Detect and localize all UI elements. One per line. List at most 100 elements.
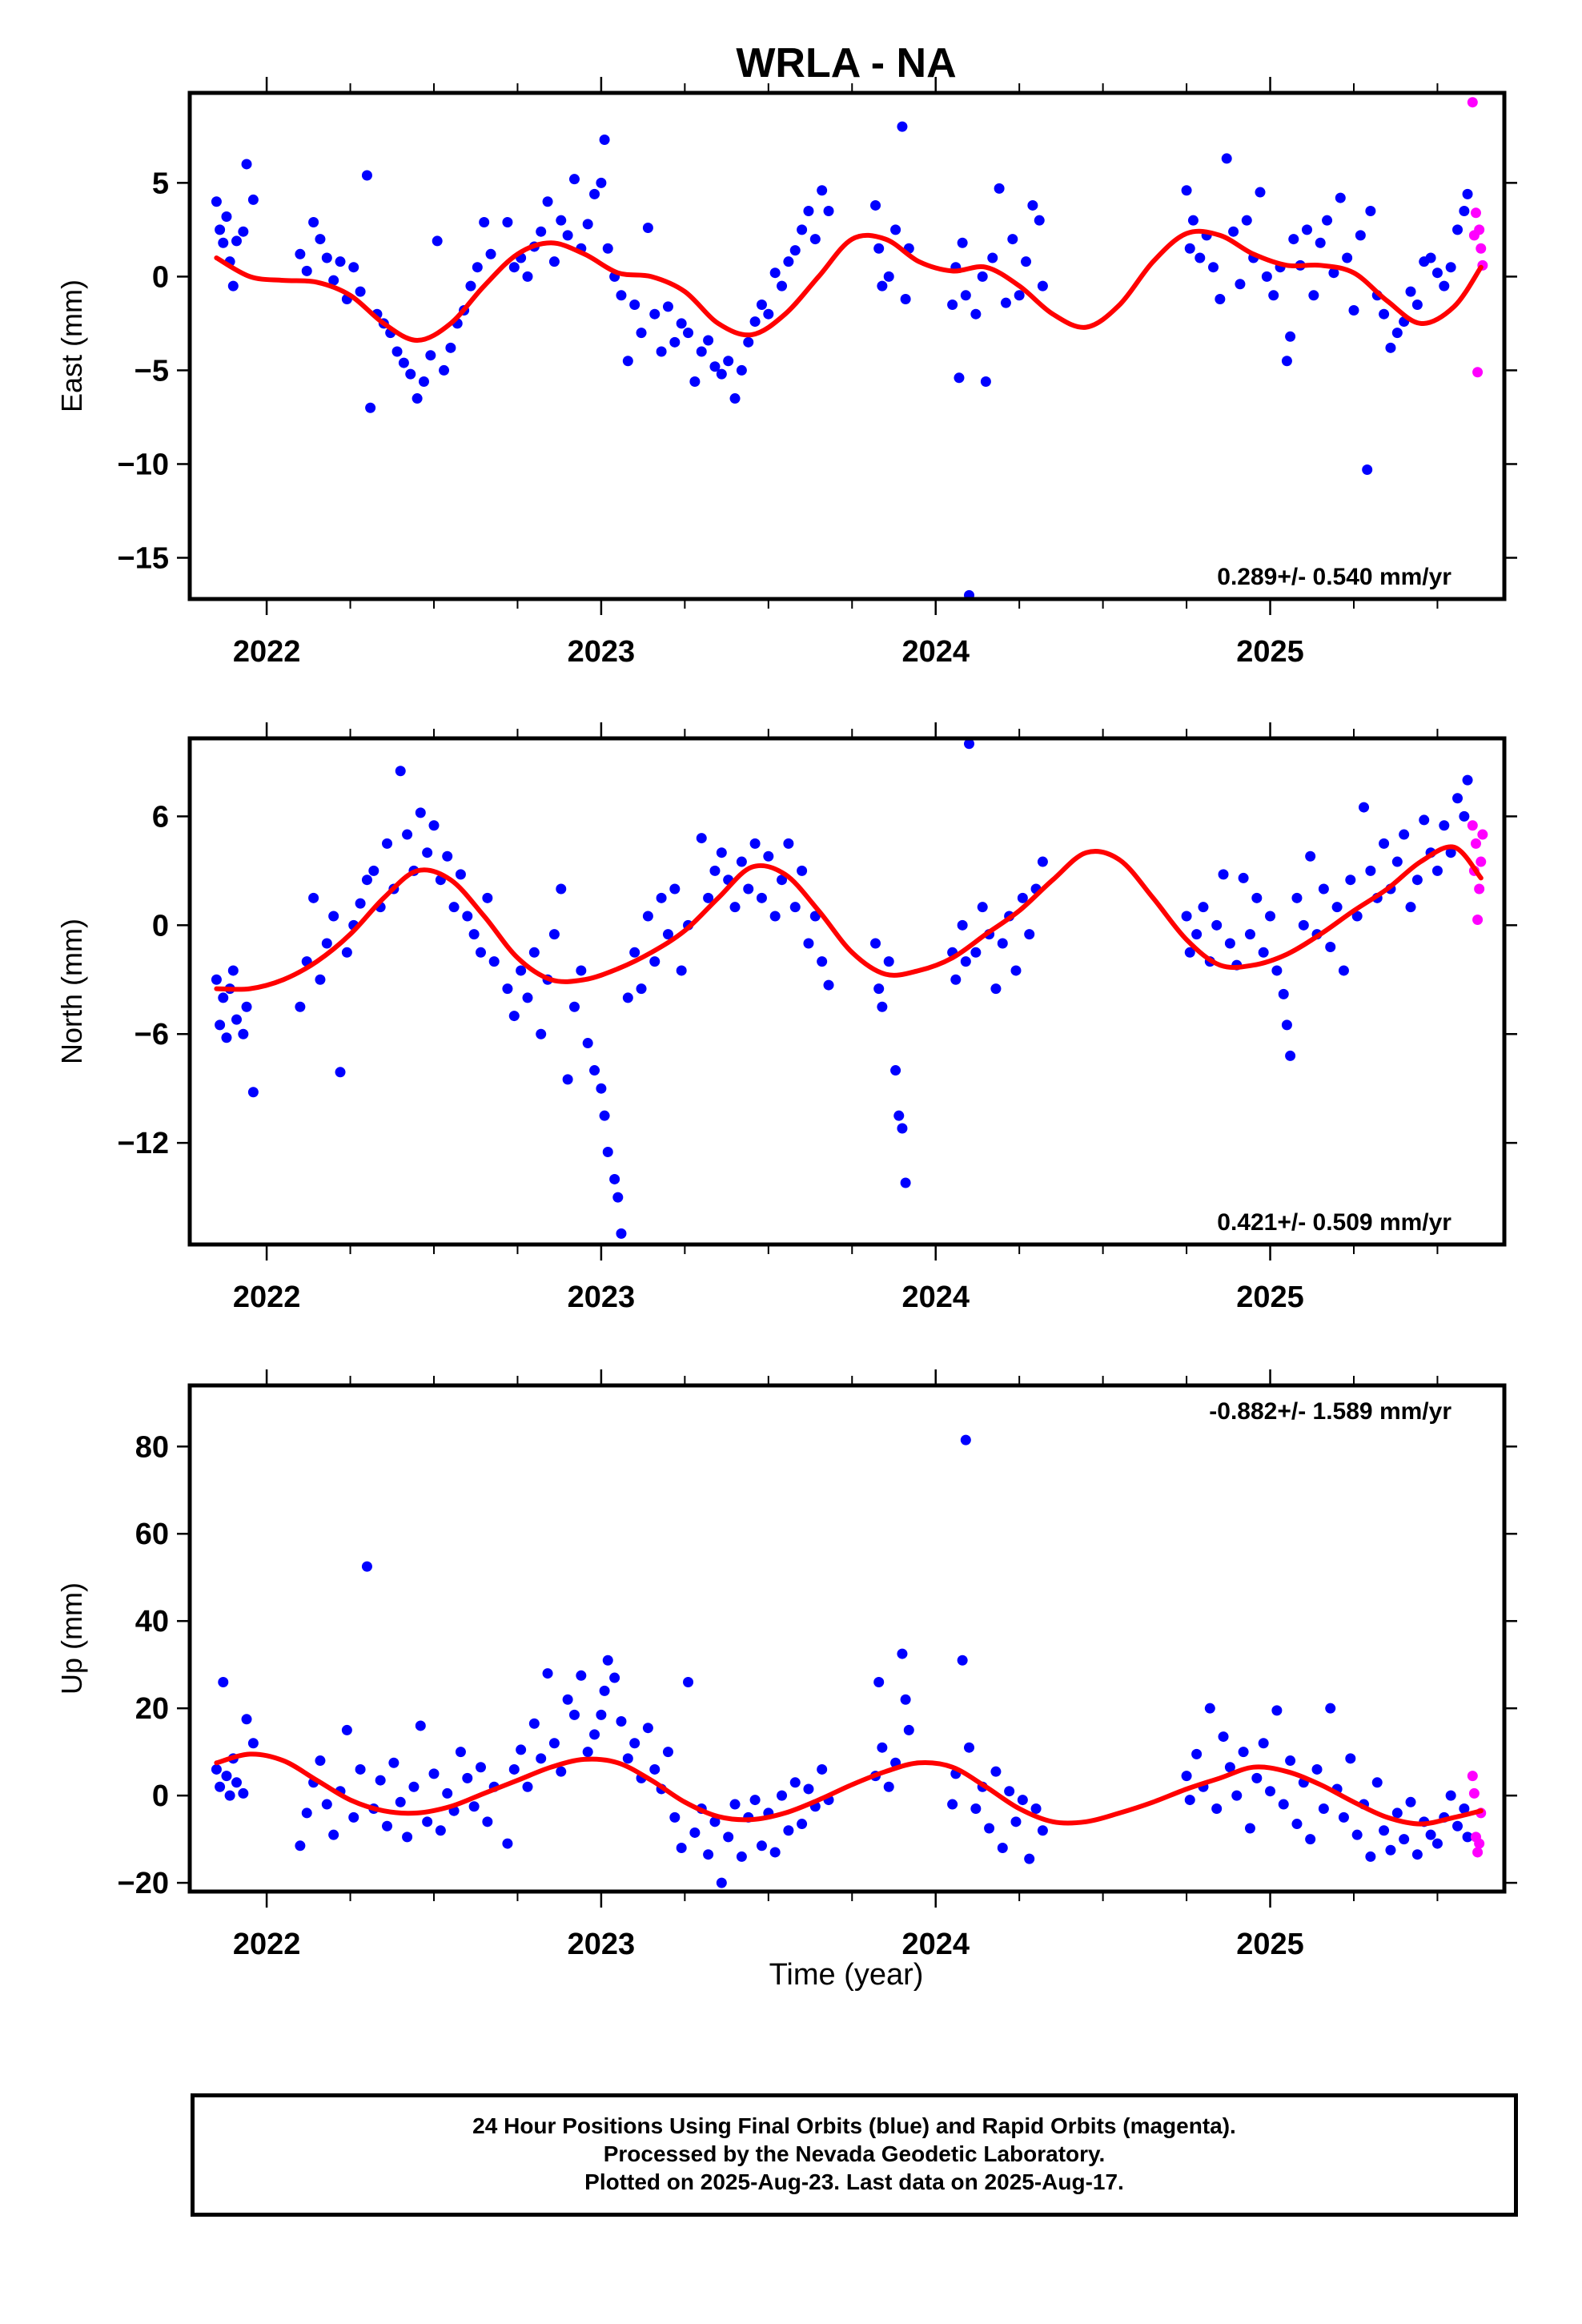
final-orbit-point [1305,850,1316,862]
final-orbit-point [1345,875,1356,886]
final-orbit-point [1238,1747,1249,1758]
final-orbit-point [589,1729,600,1740]
final-orbit-point [960,290,971,301]
final-orbit-point [1405,902,1416,913]
final-orbit-point [1462,1831,1473,1843]
model-curve [214,1751,1484,1827]
final-orbit-point [622,1753,633,1764]
final-orbit-point [602,1146,613,1157]
final-orbit-point [1037,1825,1048,1836]
final-orbit-point [502,983,513,995]
final-orbit-point [465,280,476,292]
final-orbit-point [1325,942,1336,953]
final-orbit-point [656,892,667,903]
final-orbit-point [542,196,553,207]
final-orbit-point [241,1714,252,1725]
final-orbit-point [649,1763,661,1775]
final-orbit-point [361,170,372,181]
final-orbit-point [321,252,332,263]
final-orbit-point [442,850,453,862]
final-orbit-point [1291,1819,1303,1830]
final-orbit-point [756,892,767,903]
final-orbit-point [1004,1786,1015,1797]
final-orbit-point [1228,226,1239,237]
final-orbit-point [900,1694,911,1705]
y-tick-label: −5 [135,354,169,388]
final-orbit-point [568,1709,580,1720]
final-orbit-point [756,1840,767,1852]
final-orbit-point [1431,267,1443,279]
final-orbit-point [900,293,911,304]
final-orbit-point [528,947,540,958]
final-orbit-point [729,902,741,913]
final-orbit-point [1285,1050,1296,1061]
final-orbit-point [1244,929,1255,940]
final-orbit-point [990,1766,1002,1777]
final-orbit-point [964,589,974,599]
x-tick-label: 2023 [568,635,636,669]
x-tick-label: 2025 [1236,635,1304,669]
final-orbit-point [582,1747,593,1758]
final-orbit-point [568,174,580,185]
final-orbit-point [873,983,885,995]
final-orbit-point [1311,1763,1323,1775]
final-orbit-point [797,224,808,235]
y-tick-label: 0 [152,1779,169,1813]
rapid-orbit-point [1472,367,1484,378]
rate-label: 0.421+/- 0.509 mm/yr [1217,1209,1452,1236]
final-orbit-point [709,361,721,372]
final-orbit-point [335,1067,346,1078]
final-orbit-point [883,271,894,282]
data-layer [211,97,1488,599]
final-orbit-point [415,807,426,818]
final-orbit-point [662,929,673,940]
final-orbit-point [716,1877,727,1888]
final-orbit-point [589,188,600,199]
final-orbit-point [763,308,774,320]
final-orbit-point [1425,1829,1436,1840]
x-tick-label: 2024 [901,1928,970,1961]
final-orbit-point [696,833,707,844]
final-orbit-point [1221,153,1232,164]
final-orbit-point [308,892,319,903]
final-orbit-point [723,356,734,367]
x-tick-label: 2023 [568,1281,636,1314]
final-orbit-point [1037,856,1048,867]
final-orbit-point [1462,188,1473,199]
final-orbit-point [301,265,312,276]
final-orbit-point [749,1795,761,1806]
y-tick-label: 80 [135,1430,169,1464]
final-orbit-point [1265,1786,1276,1797]
final-orbit-point [669,1811,681,1823]
y-tick-label: −12 [118,1127,169,1160]
final-orbit-point [676,318,687,329]
final-orbit-point [1459,205,1470,216]
final-orbit-point [1431,1838,1443,1849]
final-orbit-point [1399,829,1410,840]
final-orbit-point [1391,856,1403,867]
panel-north: 2022 2023 2024 2025 6 0 −6 −12 North (mm) 0.421+/… [55,722,1517,1314]
final-orbit-point [609,1173,620,1184]
final-orbit-point [729,1799,741,1810]
final-orbit-point [1281,356,1292,367]
final-orbit-point [395,1796,406,1807]
x-axis-label: Time (year) [769,1958,924,1992]
final-orbit-point [455,869,466,880]
y-tick-label: 5 [152,167,169,200]
final-orbit-point [1362,464,1373,475]
final-orbit-point [662,1747,673,1758]
caption-line-dates: Plotted on 2025-Aug-23. Last data on 202… [584,2169,1124,2194]
final-orbit-point [1187,215,1199,226]
final-orbit-point [1342,252,1353,263]
final-orbit-point [789,902,801,913]
final-orbit-point [980,376,991,387]
final-orbit-point [321,1799,332,1810]
final-orbit-point [468,929,480,940]
final-orbit-point [295,1001,306,1012]
final-orbit-point [556,215,567,226]
final-orbit-point [215,1781,226,1792]
final-orbit-point [211,1763,222,1775]
final-orbit-point [355,898,366,909]
final-orbit-point [1010,965,1022,976]
final-orbit-point [803,205,814,216]
